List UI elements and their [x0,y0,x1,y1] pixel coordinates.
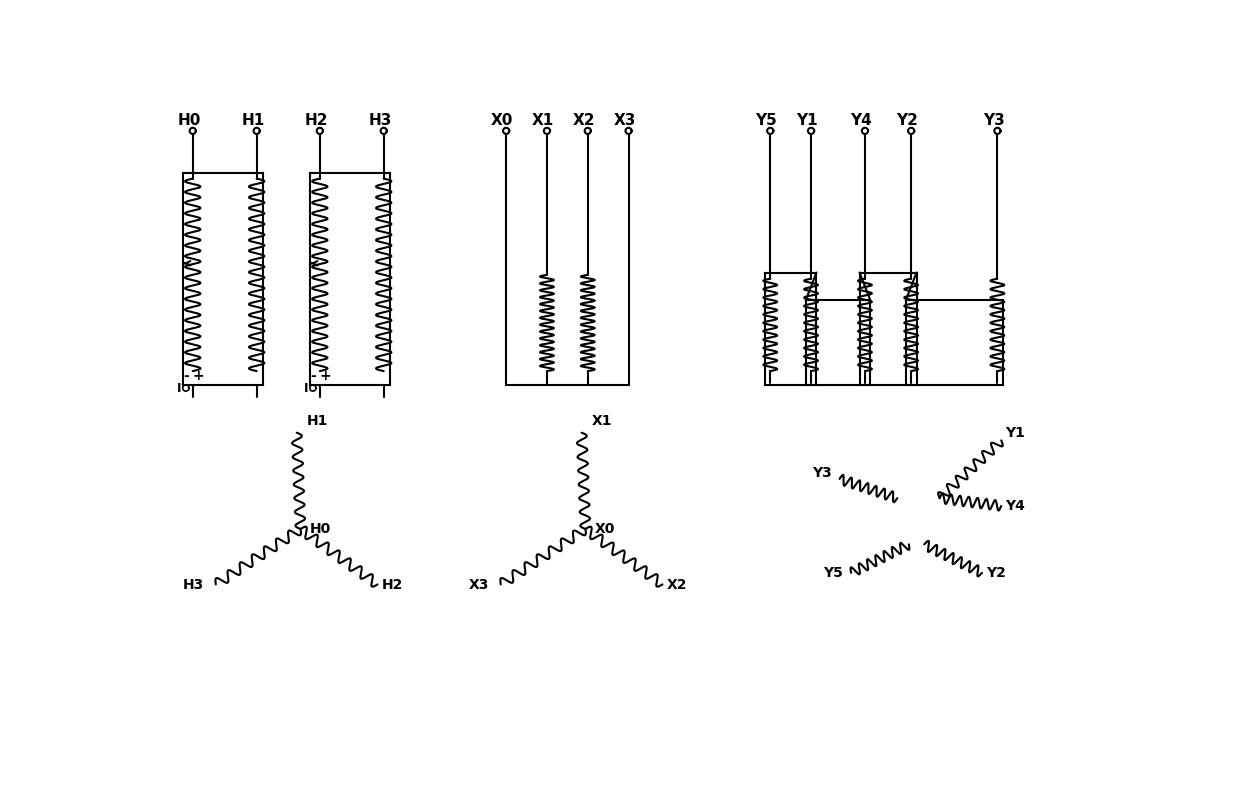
Text: H1: H1 [242,113,264,128]
Text: Y4: Y4 [851,113,872,128]
Text: Y4: Y4 [1006,499,1025,513]
Text: X1: X1 [591,414,613,428]
Text: Y5: Y5 [755,113,777,128]
Text: H3: H3 [184,578,205,592]
Text: H1: H1 [306,414,329,428]
Text: X2: X2 [666,578,687,592]
Text: Y5: Y5 [823,567,843,581]
Text: +: + [320,368,331,383]
Text: Y1: Y1 [1006,425,1025,439]
Text: Y3: Y3 [982,113,1004,128]
Text: X3: X3 [614,113,636,128]
Text: -: - [310,368,316,383]
Text: H0: H0 [177,113,201,128]
Text: H3: H3 [368,113,392,128]
Text: H2: H2 [304,113,327,128]
Text: X0: X0 [491,113,513,128]
Text: Y2: Y2 [986,567,1006,581]
Text: H0: H0 [310,522,331,536]
Text: Y3: Y3 [812,466,832,481]
Text: H2: H2 [382,578,403,592]
Text: X1: X1 [532,113,554,128]
Text: -: - [184,368,188,383]
Text: I: I [176,382,181,394]
Text: X2: X2 [573,113,595,128]
Text: I: I [304,382,309,394]
Text: X0: X0 [595,522,615,536]
Text: Y1: Y1 [796,113,818,128]
Text: Y2: Y2 [897,113,919,128]
Text: +: + [192,368,203,383]
Text: X3: X3 [469,578,490,592]
